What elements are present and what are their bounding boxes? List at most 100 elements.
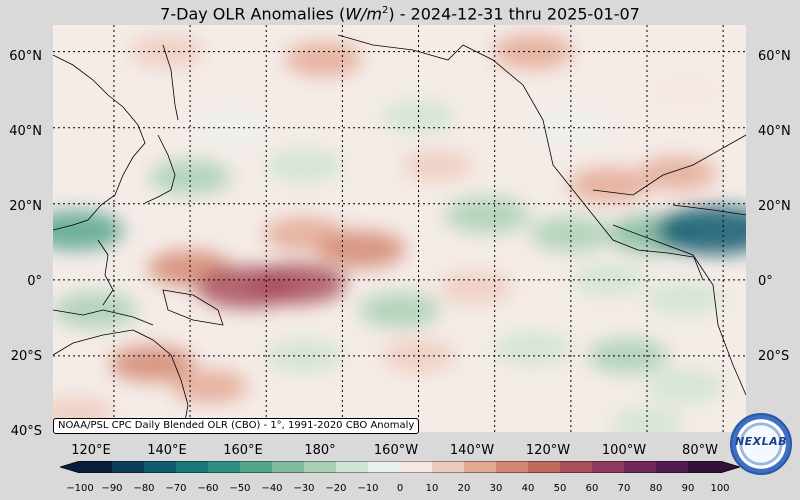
anomaly-patch-6 (537, 112, 605, 143)
lat-label-60n-right: 60°N (758, 49, 791, 64)
colorbar-cell (208, 461, 241, 473)
south-america-coastline (692, 254, 746, 396)
lat-label-20s-left: 20°S (10, 349, 42, 364)
colorbar (60, 461, 740, 473)
colorbar-max-extend (720, 461, 740, 473)
lon-label-120w: 120°W (525, 443, 571, 458)
caribbean-islands (672, 204, 746, 216)
lon-label-80w: 80°W (682, 443, 718, 458)
anomaly-field (53, 34, 746, 432)
anomaly-patch-32 (587, 338, 669, 374)
philippines-coastline (97, 239, 114, 306)
colorbar-cell (304, 461, 337, 473)
lat-label-20n-right: 20°N (758, 199, 791, 214)
colorbar-cell (432, 461, 465, 473)
nexlab-logo: NEXLAB (730, 413, 792, 475)
lat-label-20s-right: 20°S (758, 349, 790, 364)
lat-label-60n-left: 60°N (9, 49, 42, 64)
title-unit-exponent: 2 (381, 5, 389, 16)
lat-label-equator-left: 0° (27, 274, 42, 289)
logo-text: NEXLAB (734, 435, 788, 448)
colorbar-cell (112, 461, 145, 473)
anomaly-patch-27 (109, 345, 195, 382)
anomaly-patch-35 (610, 407, 684, 432)
lon-label-140e: 140°E (147, 443, 187, 458)
colorbar-tick-label: −20 (325, 483, 347, 494)
us-gulf-coastline (592, 134, 746, 196)
kamchatka-coastline (162, 44, 179, 121)
anomaly-patch-8 (265, 148, 344, 183)
colorbar-cell (144, 461, 177, 473)
colorbar-tick-label: 60 (585, 483, 599, 494)
anomaly-patch-22 (359, 292, 440, 328)
north-america-coastline (462, 44, 694, 258)
anomaly-patch-12 (53, 210, 124, 251)
anomaly-patch-10 (568, 167, 650, 203)
colorbar-cell (528, 461, 561, 473)
anomaly-patch-25 (646, 281, 724, 316)
colorbar-tick-label: 10 (425, 483, 439, 494)
asia-coastline (53, 54, 146, 231)
colorbar-cell (80, 461, 113, 473)
australia-coastline (53, 329, 189, 432)
colorbar-tick-label: 0 (396, 483, 404, 494)
colorbar-cell (272, 461, 305, 473)
colorbar-min-extend (60, 461, 80, 473)
colorbar-tick-label: 80 (649, 483, 663, 494)
colorbar-tick-label: −40 (261, 483, 283, 494)
anomaly-patch-0 (130, 35, 205, 69)
map-canvas (53, 25, 746, 432)
colorbar-cell (400, 461, 433, 473)
anomaly-patch-14 (317, 230, 406, 269)
colorbar-tick-label: −30 (293, 483, 315, 494)
colorbar-cell (624, 461, 657, 473)
anomaly-patch-7 (149, 159, 231, 195)
colorbar-cell (656, 461, 689, 473)
anomaly-patch-11 (638, 156, 717, 191)
anomaly-patch-18 (655, 206, 746, 255)
colorbar-tick-label: −60 (197, 483, 219, 494)
colorbar-tick-label: −70 (165, 483, 187, 494)
anomaly-patch-28 (170, 369, 248, 404)
lat-label-20n-left: 20°N (9, 199, 42, 214)
title-unit: W/m (345, 4, 382, 24)
map-title: 7-Day OLR Anomalies (W/m2) - 2024-12-31 … (0, 0, 800, 25)
colorbar-tick-label: 50 (553, 483, 567, 494)
lat-label-equator-right: 0° (758, 274, 773, 289)
graticule (53, 25, 746, 432)
anomaly-patch-2 (492, 34, 574, 70)
colorbar-cell (592, 461, 625, 473)
colorbar-tick-label: 70 (617, 483, 631, 494)
coastlines (53, 34, 746, 432)
colorbar-tick-label: −100 (66, 483, 94, 494)
lat-label-40n-left: 40°N (9, 124, 42, 139)
indonesia-coastline (53, 309, 154, 326)
colorbar-cell (464, 461, 497, 473)
colorbar-cell (176, 461, 209, 473)
colorbar-cell (240, 461, 273, 473)
colorbar-tick-label: 30 (489, 483, 503, 494)
colorbar-tick-label: 100 (710, 483, 730, 494)
lon-label-120e: 120°E (71, 443, 111, 458)
colorbar-cell (336, 461, 369, 473)
lon-label-100w: 100°W (601, 443, 647, 458)
anomaly-patch-1 (284, 42, 363, 77)
lat-label-40s-left: 40°S (10, 424, 42, 439)
lon-label-160e: 160°E (223, 443, 263, 458)
lon-label-160w: 160°W (373, 443, 419, 458)
lon-label-180: 180° (304, 443, 336, 458)
anomaly-patch-3 (651, 74, 719, 105)
colorbar-tick-label: −90 (101, 483, 123, 494)
colorbar-cell (368, 461, 401, 473)
colorbar-tick-label: 90 (681, 483, 695, 494)
anomaly-patch-15 (444, 196, 530, 234)
colorbar-tick-label: −10 (357, 483, 379, 494)
anomaly-patch-26 (53, 292, 138, 329)
colorbar-cell (688, 461, 721, 473)
lat-label-40n-right: 40°N (758, 124, 791, 139)
anomaly-patch-23 (438, 271, 513, 304)
colorbar-tick-label: 40 (521, 483, 535, 494)
colorbar-tick-label: 20 (457, 483, 471, 494)
title-suffix: ) - 2024-12-31 thru 2025-01-07 (388, 4, 640, 24)
colorbar-cell (560, 461, 593, 473)
